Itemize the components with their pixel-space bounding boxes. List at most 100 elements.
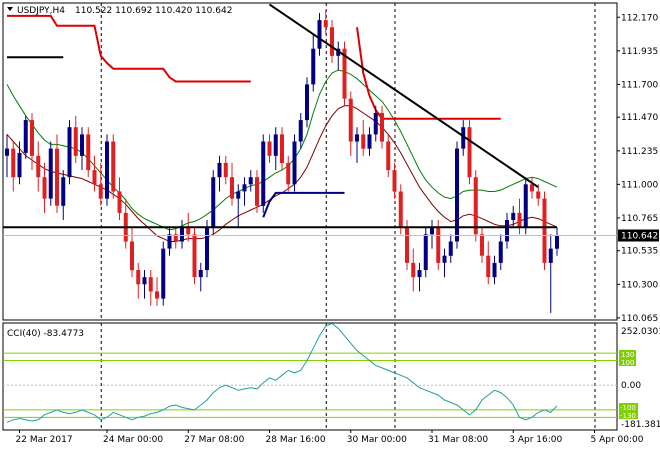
candle-bearish	[186, 227, 191, 235]
cci-level-tag-m100	[619, 403, 638, 411]
candle-bearish	[361, 134, 366, 149]
support-resistance-line	[262, 191, 345, 218]
candle-bearish	[136, 270, 141, 285]
cci-level-100-text: 100	[621, 359, 634, 367]
price-tick-label: 111.000	[621, 180, 658, 190]
price-axis: 112.170 111.935 111.700 111.470 111.235 111.0…	[617, 13, 658, 324]
candle-bearish	[55, 148, 59, 206]
candle-bearish	[98, 184, 103, 199]
candle-bearish	[473, 177, 478, 235]
candle-bullish	[48, 148, 53, 199]
candle-bullish	[442, 255, 447, 263]
candle-bullish	[5, 148, 9, 156]
candle-bullish	[61, 177, 66, 206]
candle-bullish	[248, 177, 253, 185]
candle-bearish	[155, 291, 159, 299]
symbol-label: USDJPY,H4	[17, 6, 65, 16]
candlesticks	[5, 10, 559, 313]
candle-bullish	[492, 262, 497, 278]
candle-bullish	[67, 127, 72, 178]
candle-bullish	[198, 270, 203, 278]
candle-bullish	[523, 184, 528, 228]
candle-bullish	[273, 134, 278, 156]
candle-bearish	[30, 120, 34, 156]
candle-bearish	[280, 134, 284, 163]
candle-bullish	[373, 113, 378, 135]
candle-bullish	[142, 277, 147, 285]
candle-bullish	[317, 20, 322, 49]
cci-level-m100-text: -100	[620, 404, 636, 412]
candle-bullish	[242, 184, 247, 192]
candle-bullish	[430, 227, 434, 235]
time-tick-label: 30 Mar 00:00	[347, 435, 407, 445]
candle-bullish	[423, 234, 428, 270]
time-tick-label: 5 Apr 00:00	[591, 435, 644, 445]
candle-bullish	[298, 120, 303, 142]
candle-bearish	[117, 191, 122, 213]
cci-scale-bottom: -181.3817	[621, 420, 660, 430]
candle-bearish	[517, 212, 522, 228]
cci-level-tag-100	[619, 358, 636, 366]
candle-bullish	[417, 270, 422, 278]
candle-bullish	[367, 134, 372, 149]
candle-bullish	[236, 191, 241, 199]
candle-bearish	[348, 98, 353, 142]
cci-level-tag-m130	[619, 411, 638, 419]
candle-bullish	[180, 227, 184, 242]
price-pane[interactable]: 112.170 111.935 111.700 111.470 111.235 111.0…	[2, 2, 659, 324]
candle-bullish	[555, 235, 559, 249]
chevron-down-icon[interactable]	[7, 7, 13, 11]
cci-pane-frame	[2, 322, 618, 431]
time-tick-label: 27 Mar 08:00	[184, 435, 244, 445]
time-tick-label: 28 Mar 16:00	[266, 435, 326, 445]
price-tick-label: 111.935	[621, 47, 658, 57]
candle-bearish	[342, 48, 347, 99]
candle-bullish	[105, 141, 109, 199]
candle-bearish	[380, 113, 384, 142]
cci-level-tag-130	[619, 350, 636, 358]
current-price-tag: 110.642	[618, 229, 659, 242]
price-pane-frame	[2, 2, 618, 321]
candle-bearish	[173, 234, 178, 242]
candle-bullish	[505, 220, 509, 242]
cci-pane[interactable]: CCI(40) -83.4773 252.0301 0.00 -181.3817…	[2, 322, 660, 431]
cci-line	[6, 322, 558, 423]
price-tick-label: 110.535	[621, 247, 658, 257]
candle-bearish	[111, 141, 116, 192]
trendline-line	[268, 3, 539, 189]
price-tick-label: 110.065	[621, 314, 658, 324]
time-tick-label: 31 Mar 08:00	[428, 435, 488, 445]
candle-bearish	[267, 141, 272, 156]
candle-bearish	[436, 227, 441, 263]
time-tick-label: 3 Apr 16:00	[509, 435, 562, 445]
ohlc-values: 110.522 110.692 110.420 110.642	[75, 6, 232, 16]
drawn-lines	[3, 3, 557, 229]
candle-bearish	[36, 155, 41, 178]
time-axis: 22 Mar 2017 24 Mar 00:00 27 Mar 08:00 28 Ma…	[16, 430, 644, 445]
candle-bullish	[305, 84, 309, 121]
candle-bearish	[86, 134, 91, 171]
candle-bearish	[405, 227, 409, 263]
current-price-tag-box	[618, 229, 659, 242]
candle-bearish	[73, 127, 78, 156]
candle-bullish	[548, 248, 553, 263]
candle-bearish	[255, 177, 259, 206]
candle-bearish	[392, 170, 397, 192]
candle-bearish	[323, 20, 328, 28]
candle-bearish	[230, 177, 234, 199]
candle-bullish	[23, 120, 28, 153]
candle-bullish	[211, 177, 216, 228]
price-tick-label: 111.700	[621, 80, 658, 90]
candle-bearish	[536, 191, 541, 199]
price-tick-label: 111.235	[621, 147, 658, 157]
candle-bullish	[80, 134, 84, 156]
candle-bearish	[11, 148, 16, 178]
price-tick-label: 110.765	[621, 214, 658, 224]
price-tick-label: 112.170	[621, 13, 658, 23]
candle-bullish	[461, 127, 466, 149]
candle-bullish	[205, 227, 209, 270]
cci-label: CCI(40) -83.4773	[7, 329, 84, 339]
candle-bearish	[130, 241, 134, 271]
